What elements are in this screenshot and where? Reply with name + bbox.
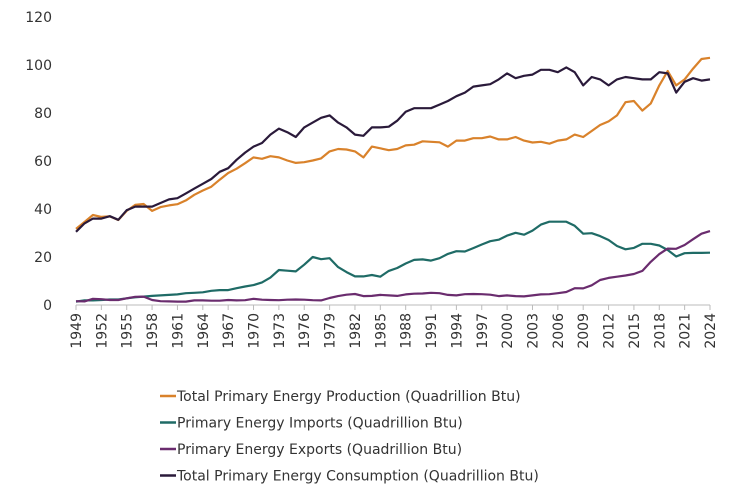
x-tick-label: 1979 (323, 313, 339, 349)
x-tick-label: 2000 (500, 313, 516, 349)
y-tick-label: 120 (25, 10, 52, 26)
y-tick-label: 40 (34, 202, 52, 218)
x-tick-label: 1997 (475, 313, 491, 349)
y-tick-label: 0 (43, 298, 52, 314)
x-tick-label: 1955 (120, 313, 136, 349)
x-tick-label: 2003 (525, 313, 541, 349)
y-tick-label: 20 (34, 250, 52, 266)
x-tick-label: 1964 (196, 313, 212, 349)
y-tick-label: 80 (34, 106, 52, 122)
x-tick-label: 1988 (399, 313, 415, 349)
x-tick-label: 1967 (221, 313, 237, 349)
legend-label: Primary Energy Imports (Quadrillion Btu) (177, 416, 463, 432)
x-tick-label: 1973 (272, 313, 288, 349)
x-tick-label: 2012 (602, 313, 618, 349)
x-tick-label: 2024 (703, 313, 719, 349)
legend-label: Total Primary Energy Consumption (Quadri… (176, 469, 539, 485)
x-tick-label: 1994 (449, 313, 465, 349)
x-tick-label: 1970 (247, 313, 263, 349)
x-tick-label: 1982 (348, 313, 364, 349)
series-line (75, 56, 711, 230)
x-tick-label: 1976 (297, 313, 313, 349)
x-tick-label: 2006 (551, 313, 567, 349)
x-tick-label: 1961 (170, 313, 186, 349)
legend-label: Total Primary Energy Production (Quadril… (176, 389, 521, 405)
x-tick-label: 2021 (678, 313, 694, 349)
x-tick-label: 1949 (69, 313, 85, 349)
series-line (75, 230, 711, 303)
x-tick-label: 1958 (145, 313, 161, 349)
x-tick-label: 2015 (627, 313, 643, 349)
series-line (75, 220, 711, 303)
y-tick-label: 100 (25, 58, 52, 74)
y-tick-label: 60 (34, 154, 52, 170)
x-tick-label: 2018 (652, 313, 668, 349)
x-tick-label: 1991 (424, 313, 440, 349)
x-tick-label: 1985 (373, 313, 389, 349)
x-tick-label: 2009 (576, 313, 592, 349)
legend-label: Primary Energy Exports (Quadrillion Btu) (177, 442, 462, 458)
x-tick-label: 1952 (94, 313, 110, 349)
series-line (75, 66, 711, 233)
